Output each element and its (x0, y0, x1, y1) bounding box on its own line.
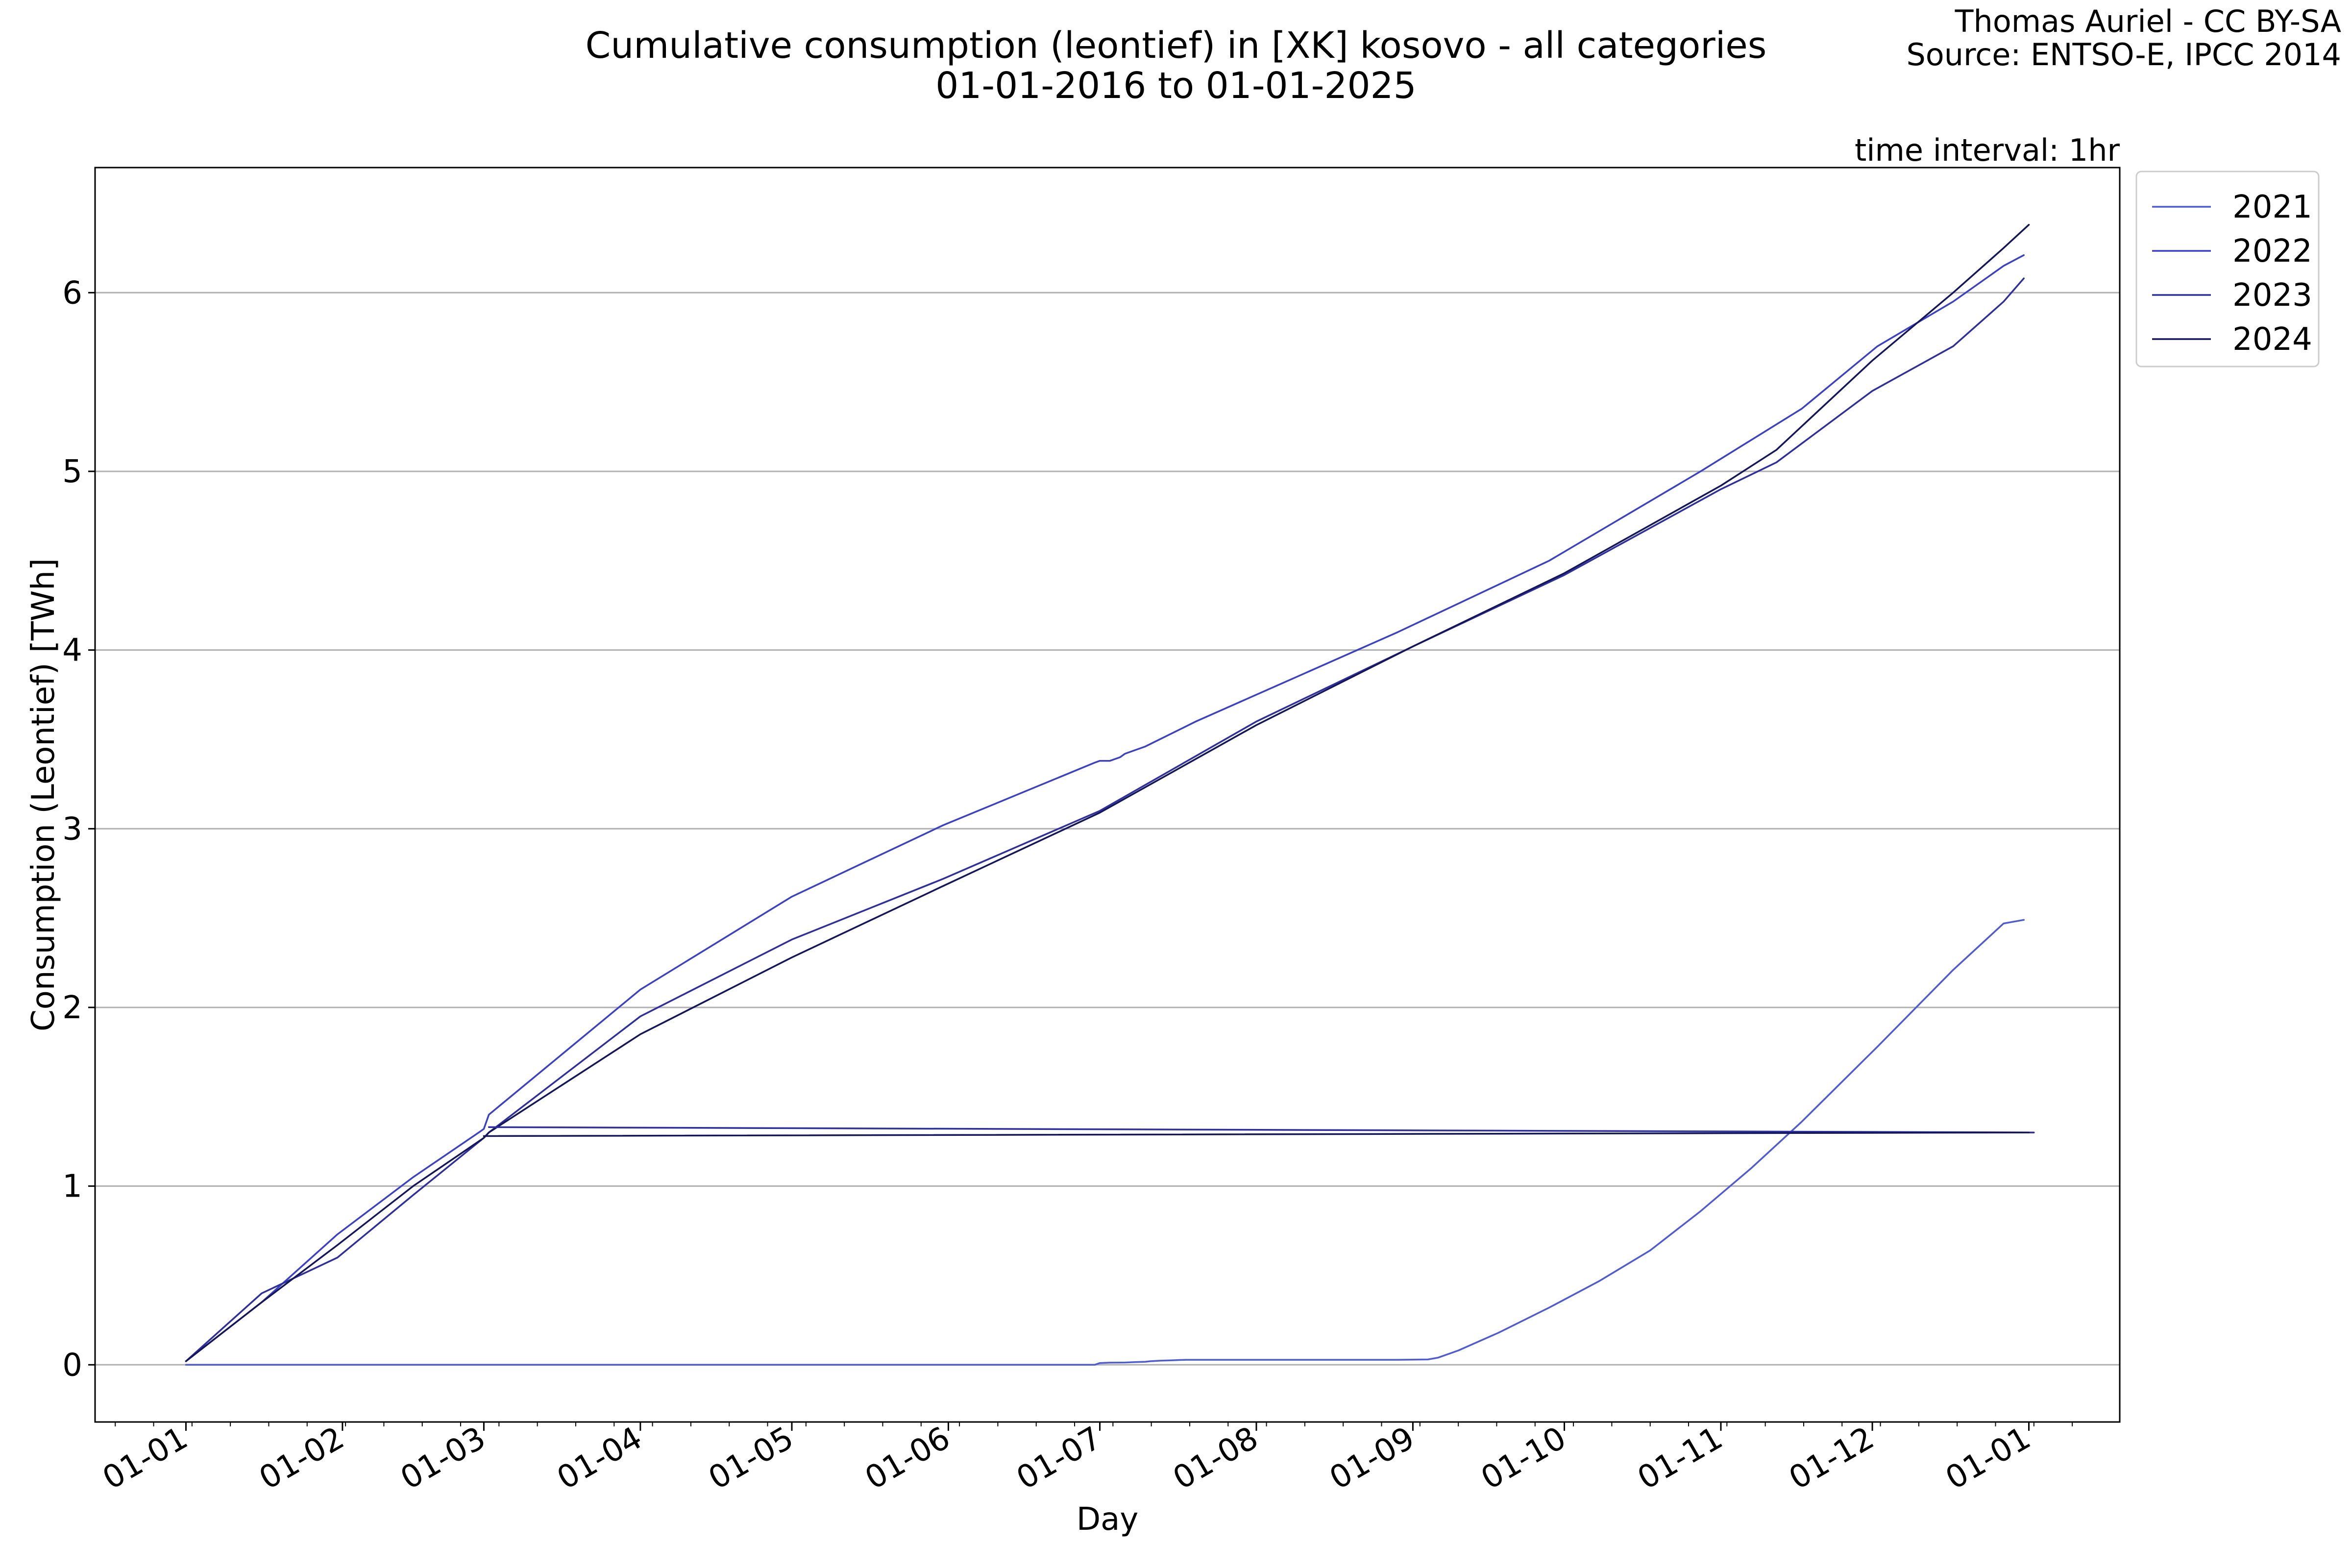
series-line-2021 (185, 919, 2025, 1366)
x-axis-label: Day (1077, 1501, 1138, 1538)
y-tick-label: 2 (62, 990, 82, 1026)
credit-source: Source: ENTSO-E, IPCC 2014 (1906, 37, 2341, 73)
y-axis-label: Consumption (Leontief) [TWh] (25, 558, 62, 1031)
series-line-2023-continuation (488, 1126, 2035, 1133)
y-tick-label: 5 (62, 454, 82, 490)
y-axis-ticks: 0 1 2 3 4 5 6 (62, 275, 95, 1383)
y-tick-label: 3 (62, 811, 82, 847)
credit-author: Thomas Auriel - CC BY-SA (1955, 3, 2341, 39)
y-tick-label: 6 (62, 275, 82, 311)
time-interval-label: time interval: 1hr (1855, 132, 2120, 168)
series-line-2022 (185, 254, 2025, 1362)
legend-label: 2024 (2232, 321, 2312, 358)
legend-label: 2022 (2232, 233, 2312, 270)
series-line-2023 (185, 277, 2025, 1362)
chart-title-line1: Cumulative consumption (leontief) in [XK… (586, 24, 1767, 67)
chart-title-line2: 01-01-2016 to 01-01-2025 (935, 65, 1416, 107)
legend-label: 2021 (2232, 189, 2312, 225)
y-tick-label: 1 (62, 1169, 82, 1205)
series-lines (185, 223, 2035, 1366)
plot-frame (94, 167, 2121, 1423)
y-tick-label: 4 (62, 633, 82, 669)
legend-label: 2023 (2232, 277, 2312, 314)
y-tick-label: 0 (62, 1347, 82, 1383)
series-line-2024-continuation (483, 1131, 2030, 1137)
legend: 2021 2022 2023 2024 (2135, 171, 2320, 368)
series-line-2024 (185, 223, 2030, 1362)
gridlines (95, 292, 2120, 1366)
legend-box (2135, 171, 2320, 368)
